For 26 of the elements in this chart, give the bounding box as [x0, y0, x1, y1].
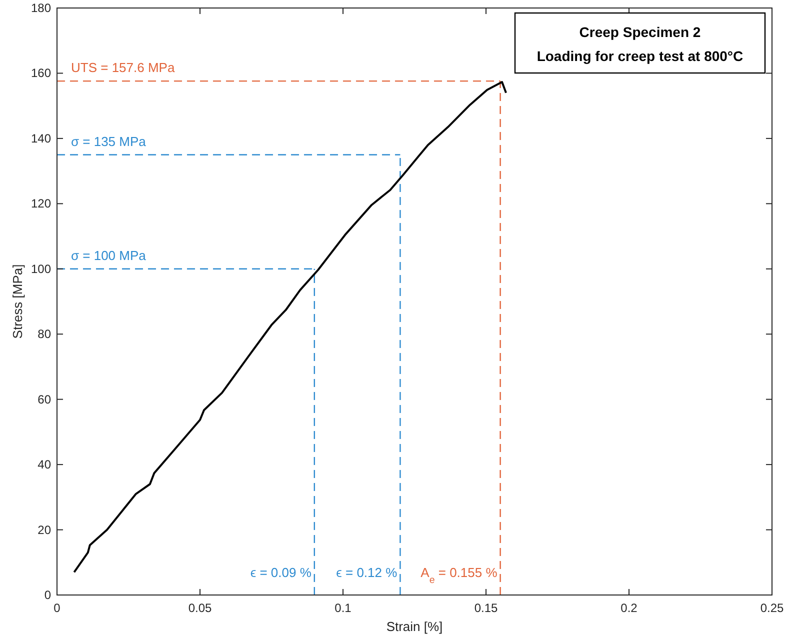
y-tick-label: 180	[30, 1, 52, 15]
ref-line-label: σ = 100 MPa	[71, 248, 147, 263]
text: Loading for creep test at 800°C	[536, 48, 744, 64]
x-tick-label: 0.05	[188, 601, 212, 615]
y-axis-title: Stress [MPa]	[10, 264, 25, 339]
y-tick-label: 20	[38, 522, 52, 537]
ref-line-label: A$_{e}$ = 0.155 %	[420, 565, 498, 586]
ref-line-label: UTS = 157.6 MPa	[71, 60, 176, 76]
ref-line-label: ϵ = 0.12 %	[336, 565, 398, 580]
y-tick-label: 40	[38, 458, 52, 472]
y-tick-label: 80	[38, 327, 52, 342]
text: Creep Specimen 2	[579, 24, 701, 40]
y-tick-label: 160	[30, 66, 52, 80]
y-tick-label: 140	[30, 131, 52, 146]
x-axis-title: Strain [%]	[386, 619, 443, 634]
x-tick-label: 0.1	[334, 601, 352, 615]
y-tick-label: 60	[38, 392, 52, 406]
y-tick-label: 100	[30, 262, 52, 276]
x-tick-label: 0.15	[474, 601, 498, 615]
x-tick-label: 0.25	[760, 601, 784, 615]
ref-line-label: ϵ = 0.09 %	[250, 565, 312, 580]
ref-line-label: σ = 135 MPa	[71, 134, 147, 149]
y-tick-label: 120	[30, 196, 52, 211]
x-tick-label: 0.2	[620, 601, 638, 615]
x-tick-label: 0	[54, 601, 61, 615]
y-tick-label: 0	[44, 588, 52, 602]
